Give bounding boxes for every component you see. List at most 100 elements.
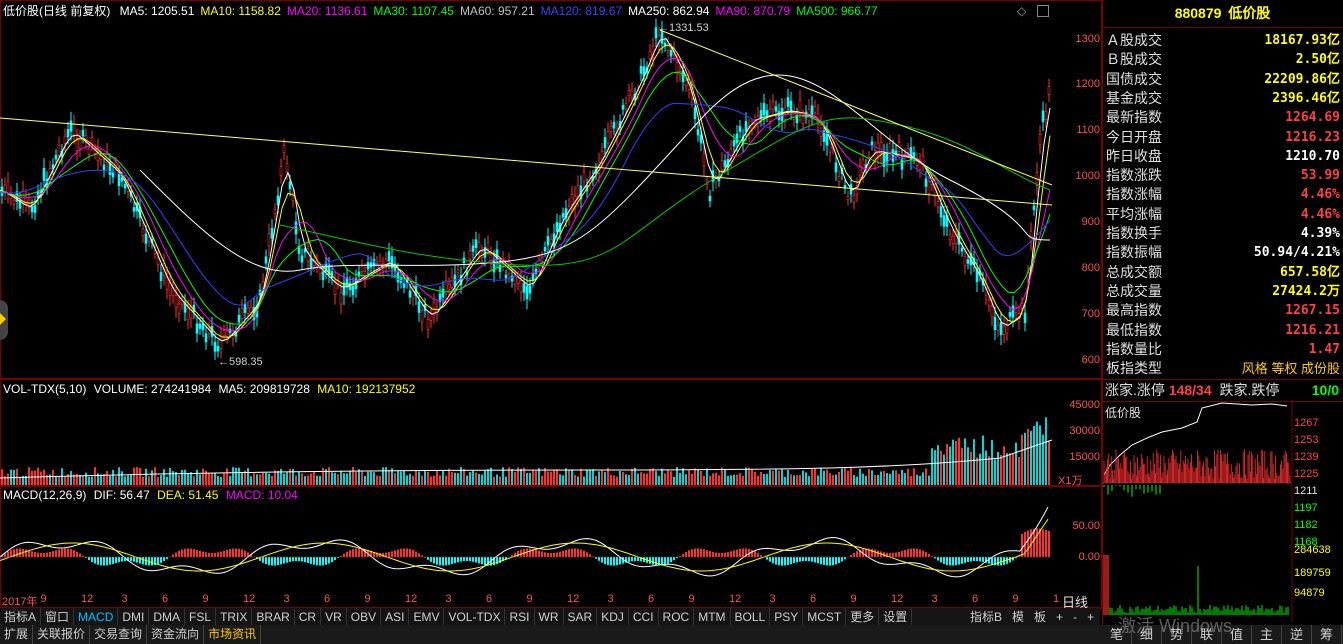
macd-dea: DEA: 51.45 bbox=[157, 488, 219, 502]
date-axis-label: 6 bbox=[810, 593, 817, 605]
indicator-tab[interactable]: CR bbox=[295, 608, 322, 626]
indicator-tab[interactable]: WR bbox=[535, 608, 564, 626]
quote-row: Ｂ股成交 2.50亿 bbox=[1106, 50, 1340, 69]
indicator-tab[interactable]: PSY bbox=[770, 608, 804, 626]
mini-chart-title: 低价股 bbox=[1105, 406, 1142, 420]
indicator-tab[interactable]: KDJ bbox=[597, 608, 629, 626]
low-value: 598.35 bbox=[229, 356, 263, 368]
quote-row: 平均涨幅 4.46% bbox=[1106, 205, 1340, 224]
volume-chart-frame bbox=[0, 378, 1102, 487]
right-tab[interactable]: 主 bbox=[1252, 625, 1282, 644]
date-axis-label: 1 bbox=[1053, 593, 1060, 605]
price-axis-label: 700 bbox=[1081, 308, 1100, 320]
mini-axis-label: 1197 bbox=[1294, 502, 1318, 514]
indicator-right-tab[interactable]: + bbox=[1056, 610, 1064, 624]
mini-axis-label: 1239 bbox=[1294, 451, 1319, 463]
indicator-tab[interactable]: BRAR bbox=[252, 608, 295, 626]
quote-label: 指数量比 bbox=[1106, 340, 1162, 357]
volume-ma5: MA5: 209819728 bbox=[218, 382, 310, 396]
type-value[interactable]: 风格 等权 成份股 bbox=[1241, 361, 1340, 376]
indicator-tab[interactable]: 设置 bbox=[879, 608, 913, 626]
indicator-tab[interactable]: RSI bbox=[505, 608, 535, 626]
indicator-tab-bar-right: 指标B 模板 + - + bbox=[970, 608, 1104, 625]
indicator-tab[interactable]: ROC bbox=[659, 608, 695, 626]
quote-value: 1.47 bbox=[1308, 341, 1340, 357]
indicator-tab[interactable]: CCI bbox=[629, 608, 659, 626]
price-axis-label: 900 bbox=[1081, 216, 1100, 228]
indicator-right-tab[interactable]: 模 bbox=[1012, 610, 1025, 624]
indicator-tab[interactable]: 更多 bbox=[846, 608, 880, 626]
quote-label: 国债成交 bbox=[1106, 70, 1162, 87]
mini-vol-axis-label: 94879 bbox=[1294, 587, 1325, 599]
bottom-tab[interactable]: 关联报价 bbox=[33, 625, 91, 644]
macd-axis-label: 0.00 bbox=[1078, 551, 1100, 563]
right-panel-tabs: 笔细势联值主逆筹 bbox=[1102, 625, 1343, 644]
indicator-right-tab[interactable]: 板 bbox=[1034, 610, 1047, 624]
bottom-tab[interactable]: 资金流向 bbox=[147, 625, 205, 644]
date-axis-label: 12 bbox=[729, 593, 742, 605]
quote-label: 今日开盘 bbox=[1106, 128, 1162, 145]
bottom-tab[interactable]: 市场资讯 bbox=[204, 625, 262, 644]
right-tab[interactable]: 值 bbox=[1222, 625, 1252, 644]
ma-label-5: MA120: 819.67 bbox=[540, 4, 623, 18]
right-tab[interactable]: 笔 bbox=[1102, 625, 1132, 644]
indicator-tab[interactable]: DMA bbox=[149, 608, 186, 626]
quote-row: 国债成交 22209.86亿 bbox=[1106, 70, 1340, 89]
indicator-tab[interactable]: VOL-TDX bbox=[444, 608, 506, 626]
right-tab[interactable]: 筹 bbox=[1312, 625, 1342, 644]
right-tab[interactable]: 联 bbox=[1192, 625, 1222, 644]
indicator-tab[interactable]: DMI bbox=[118, 608, 150, 626]
date-axis: 2017年 9 12 3 6 9 12 3 6 9 12 3 6 9 12 3 6 9 12 3 6 9 12 3 6 9 1 bbox=[0, 593, 1060, 608]
date-axis-label: 9 bbox=[202, 593, 209, 605]
indicator-tab[interactable]: ASI bbox=[381, 608, 410, 626]
indicator-tab[interactable]: VR bbox=[321, 608, 347, 626]
collapse-icon[interactable]: ◇ bbox=[1017, 4, 1027, 18]
quote-label: Ｂ股成交 bbox=[1106, 51, 1162, 68]
quote-row: 今日开盘 1216.23 bbox=[1106, 128, 1340, 147]
quote-label: 指数涨跌 bbox=[1106, 167, 1162, 184]
quote-label: Ａ股成交 bbox=[1106, 32, 1162, 48]
indicator-tab[interactable]: SAR bbox=[564, 608, 598, 626]
quote-value: 50.94/4.21% bbox=[1253, 245, 1340, 261]
volume-header: VOL-TDX(5,10) VOLUME: 274241984 MA5: 209… bbox=[3, 382, 415, 396]
date-axis-label: 9 bbox=[688, 593, 695, 605]
date-axis-label: 12 bbox=[567, 593, 580, 605]
indicator-tab[interactable]: TRIX bbox=[216, 608, 253, 626]
ma-header: 低价股(日线 前复权) MA5: 1205.51 MA10: 1158.82 MA2… bbox=[0, 2, 890, 20]
indicator-right-tab[interactable]: 指标B bbox=[970, 610, 1003, 624]
indicator-tab[interactable]: OBV bbox=[347, 608, 382, 626]
bottom-tab[interactable]: 扩展 bbox=[0, 625, 34, 644]
right-tab[interactable]: 逆 bbox=[1282, 625, 1312, 644]
limit-down-value: 10/0 bbox=[1311, 382, 1339, 398]
indicator-tab[interactable]: MTM bbox=[694, 608, 731, 626]
scroll-box[interactable] bbox=[1037, 5, 1049, 17]
indicator-tab[interactable]: MCST bbox=[803, 608, 847, 626]
left-arrow-icon bbox=[0, 313, 6, 325]
ma-label-7: MA90: 870.79 bbox=[715, 4, 791, 18]
indicator-tab[interactable]: BOLL bbox=[731, 608, 771, 626]
date-axis-label: 2017年 bbox=[2, 596, 38, 608]
indicator-tab[interactable]: EMV bbox=[409, 608, 445, 626]
indicator-tab[interactable]: 窗口 bbox=[41, 608, 75, 626]
intraday-chart[interactable] bbox=[1102, 400, 1343, 622]
right-tab[interactable]: 细 bbox=[1132, 625, 1162, 644]
indicator-tab[interactable]: 指标A bbox=[0, 608, 42, 626]
date-axis-label: 12 bbox=[81, 593, 94, 605]
quote-row: Ａ股成交 18167.93亿 bbox=[1106, 31, 1340, 50]
indicator-tab[interactable]: MACD bbox=[74, 608, 119, 626]
quote-label: 总成交额 bbox=[1106, 263, 1162, 280]
volume-value: VOLUME: 274241984 bbox=[93, 382, 212, 396]
mini-vol-axis-label: 189759 bbox=[1294, 567, 1331, 579]
bottom-tab[interactable]: 交易查询 bbox=[90, 625, 148, 644]
right-tab[interactable]: 势 bbox=[1162, 625, 1192, 644]
chart-canvas[interactable] bbox=[0, 0, 1100, 607]
indicator-right-tab[interactable]: + bbox=[1087, 610, 1095, 624]
period-label[interactable]: 日线 bbox=[1062, 595, 1089, 610]
quote-value: 27424.2万 bbox=[1272, 283, 1340, 299]
indicator-right-tab[interactable]: - bbox=[1073, 610, 1078, 624]
ma-label-2: MA20: 1136.61 bbox=[286, 4, 368, 18]
quote-label: 昨日收盘 bbox=[1106, 147, 1162, 164]
indicator-tab[interactable]: FSL bbox=[185, 608, 217, 626]
quote-label: 最低指数 bbox=[1106, 321, 1162, 338]
quote-value: 4.46% bbox=[1300, 206, 1340, 222]
